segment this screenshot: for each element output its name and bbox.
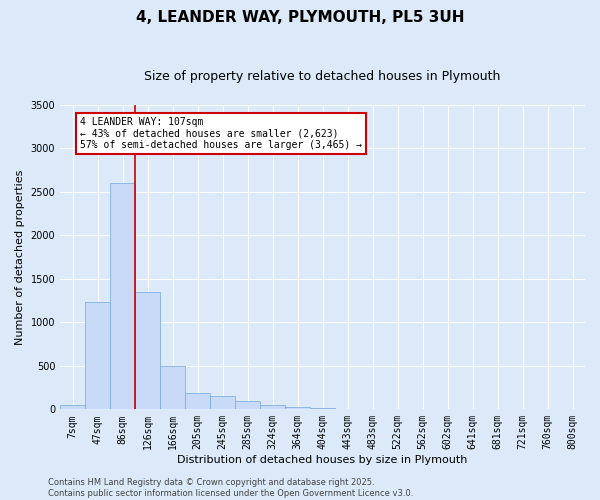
Text: 4 LEANDER WAY: 107sqm
← 43% of detached houses are smaller (2,623)
57% of semi-d: 4 LEANDER WAY: 107sqm ← 43% of detached …: [80, 117, 362, 150]
Bar: [160, 366, 185, 410]
Bar: [135, 292, 160, 410]
Y-axis label: Number of detached properties: Number of detached properties: [15, 170, 25, 345]
Text: 4, LEANDER WAY, PLYMOUTH, PL5 3UH: 4, LEANDER WAY, PLYMOUTH, PL5 3UH: [136, 10, 464, 25]
Bar: [60, 405, 85, 409]
Bar: [185, 393, 210, 409]
Bar: [235, 400, 260, 409]
X-axis label: Distribution of detached houses by size in Plymouth: Distribution of detached houses by size …: [178, 455, 468, 465]
Text: Contains HM Land Registry data © Crown copyright and database right 2025.
Contai: Contains HM Land Registry data © Crown c…: [48, 478, 413, 498]
Bar: [285, 407, 310, 410]
Bar: [210, 396, 235, 409]
Bar: [85, 302, 110, 410]
Bar: [310, 408, 335, 410]
Bar: [110, 184, 135, 410]
Bar: [260, 405, 285, 409]
Title: Size of property relative to detached houses in Plymouth: Size of property relative to detached ho…: [145, 70, 501, 83]
